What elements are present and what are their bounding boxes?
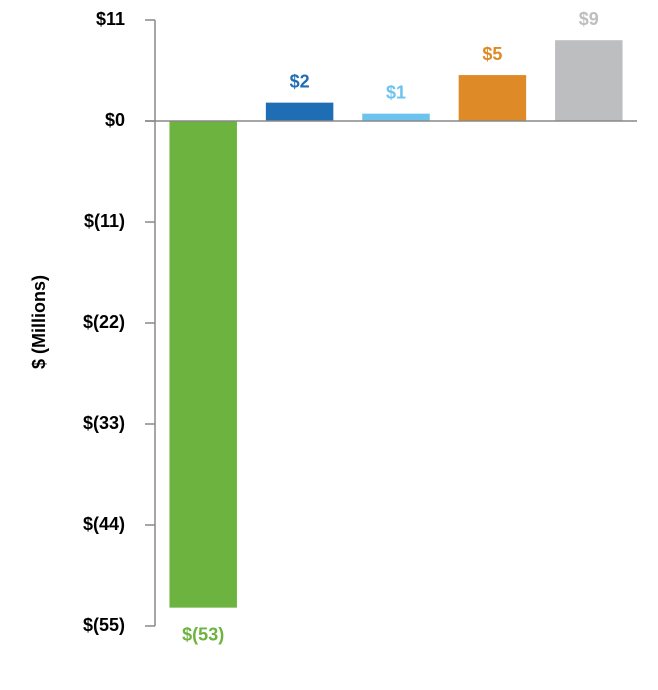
y-tick-label: $(22) [83,312,125,332]
bar [169,121,237,608]
y-tick-label: $(33) [83,413,125,433]
y-axis-label: $ (Millions) [29,275,49,369]
bar [555,40,623,122]
y-tick-label: $0 [105,110,125,130]
y-tick-label: $(55) [83,615,125,635]
y-tick-label: $(44) [83,514,125,534]
bar [265,102,334,121]
data-label: $5 [482,44,502,64]
bar [458,75,527,121]
data-label: $(53) [182,624,224,644]
data-label: $9 [579,9,599,29]
data-label: $1 [386,82,406,102]
y-tick-label: $(11) [84,211,125,231]
y-tick-label: $11 [96,9,125,29]
data-label: $2 [290,71,310,91]
bar [362,113,430,121]
